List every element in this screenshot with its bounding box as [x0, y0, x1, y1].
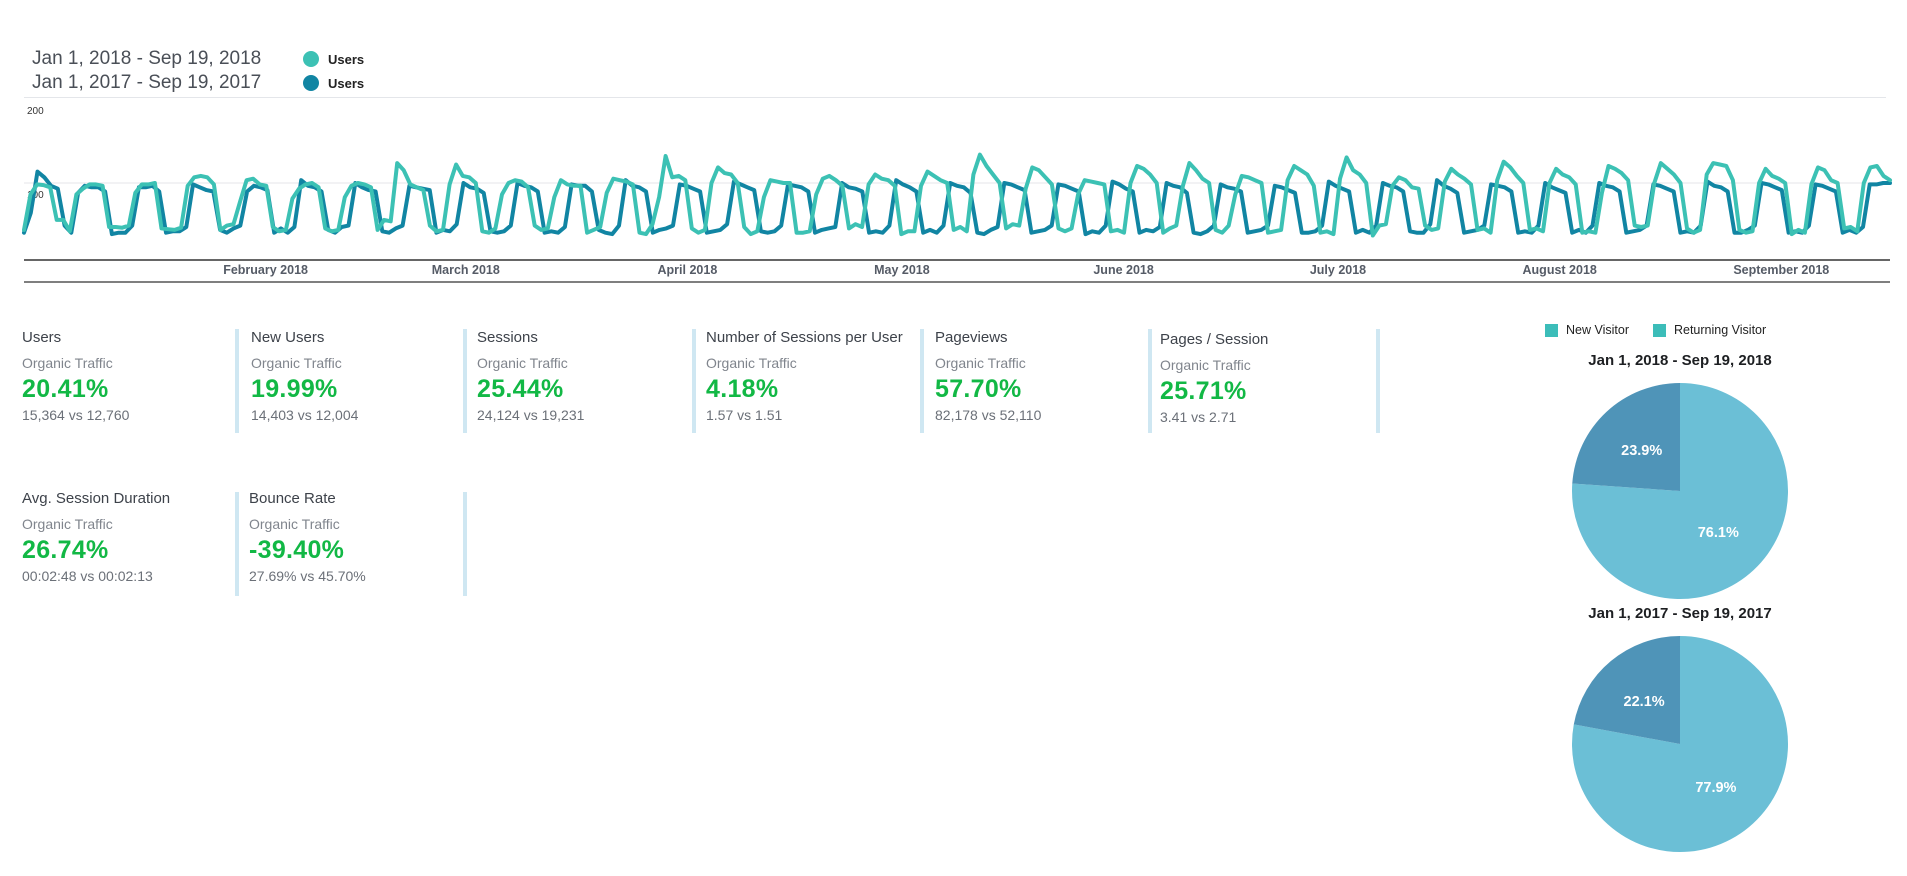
kpi-pageviews: Pageviews Organic Traffic 57.70% 82,178 … — [935, 329, 1159, 433]
kpi-divider — [1148, 329, 1152, 433]
kpi-subtitle: Organic Traffic — [477, 355, 568, 371]
kpi-comparison: 14,403 vs 12,004 — [251, 407, 359, 423]
kpi-title: Pageviews — [935, 329, 1008, 346]
legend-row-current: Jan 1, 2018 - Sep 19, 2018 Users — [32, 48, 364, 70]
pie-slice-label: 22.1% — [1624, 694, 1665, 710]
legend-series-previous: Users — [328, 75, 365, 91]
pie-slice-label: 76.1% — [1698, 525, 1739, 541]
x-tick-label: February 2018 — [223, 263, 308, 277]
pie-slice-new-visitor — [1572, 383, 1789, 599]
kpi-divider — [463, 329, 467, 433]
x-tick-label: March 2018 — [432, 263, 500, 277]
series-line-2018 — [22, 152, 1892, 238]
users-line-chart: 200 100 February 2018 March 2018 April 201… — [22, 106, 1892, 283]
kpi-divider — [1376, 329, 1380, 433]
legend-range-previous: Jan 1, 2017 - Sep 19, 2017 — [32, 72, 262, 93]
kpi-divider — [463, 492, 467, 596]
x-tick-label: July 2018 — [1310, 263, 1366, 277]
kpi-new-users: New Users Organic Traffic 19.99% 14,403 … — [251, 329, 475, 433]
x-tick-label: August 2018 — [1523, 263, 1597, 277]
kpi-title: Sessions — [477, 329, 538, 346]
x-tick-label: September 2018 — [1733, 263, 1829, 277]
kpi-percent: 4.18% — [706, 375, 779, 403]
kpi-avg-session-duration: Avg. Session Duration Organic Traffic 26… — [22, 490, 246, 594]
kpi-comparison: 27.69% vs 45.70% — [249, 568, 366, 584]
legend-dot-previous — [303, 75, 319, 91]
kpi-divider — [235, 329, 239, 433]
header-divider — [24, 97, 1886, 98]
kpi-bounce-rate: Bounce Rate Organic Traffic -39.40% 27.6… — [249, 490, 473, 594]
kpi-percent: 25.44% — [477, 375, 564, 403]
kpi-title: Number of Sessions per User — [706, 329, 903, 346]
kpi-divider — [235, 492, 239, 596]
kpi-comparison: 1.57 vs 1.51 — [706, 407, 783, 423]
kpi-percent: 19.99% — [251, 375, 338, 403]
kpi-comparison: 00:02:48 vs 00:02:13 — [22, 568, 153, 584]
kpi-users: Users Organic Traffic 20.41% 15,364 vs 1… — [22, 329, 246, 433]
kpi-percent: 20.41% — [22, 375, 109, 403]
kpi-title: Users — [22, 329, 62, 346]
kpi-subtitle: Organic Traffic — [935, 355, 1026, 371]
series-line-2017 — [22, 169, 1892, 237]
kpi-percent: 26.74% — [22, 536, 109, 564]
kpi-percent: -39.40% — [249, 536, 345, 564]
kpi-pages-per-session: Pages / Session Organic Traffic 25.71% 3… — [1160, 331, 1384, 435]
kpi-sessions-per-user: Number of Sessions per User Organic Traf… — [706, 329, 930, 433]
legend-series-current: Users — [328, 51, 365, 67]
pie-slice-label: 23.9% — [1621, 443, 1662, 459]
pie-slice-returning-visitor — [1572, 383, 1680, 491]
y-tick-200: 200 — [27, 106, 44, 117]
kpi-comparison: 15,364 vs 12,760 — [22, 407, 130, 423]
x-tick-label: May 2018 — [874, 263, 930, 277]
kpi-comparison: 3.41 vs 2.71 — [1160, 409, 1237, 425]
legend-label-new-visitor: New Visitor — [1566, 323, 1629, 337]
pie-slice-new-visitor — [1572, 636, 1789, 852]
pie-slice-returning-visitor — [1573, 636, 1680, 744]
legend-label-returning-visitor: Returning Visitor — [1673, 323, 1767, 337]
kpi-comparison: 24,124 vs 19,231 — [477, 407, 585, 423]
kpi-subtitle: Organic Traffic — [1160, 357, 1251, 373]
kpi-percent: 25.71% — [1160, 377, 1247, 405]
x-tick-label: April 2018 — [658, 263, 718, 277]
pie-legend: New Visitor Returning Visitor — [1545, 323, 1790, 337]
series-layer — [22, 152, 1892, 238]
kpi-subtitle: Organic Traffic — [706, 355, 797, 371]
pie-title-2018: Jan 1, 2018 - Sep 19, 2018 — [1588, 352, 1772, 369]
legend-row-previous: Jan 1, 2017 - Sep 19, 2017 Users — [32, 72, 364, 94]
pie-slice-label: 77.9% — [1695, 780, 1736, 796]
kpi-subtitle: Organic Traffic — [251, 355, 342, 371]
legend-swatch-new-visitor — [1545, 323, 1558, 337]
kpi-comparison: 82,178 vs 52,110 — [935, 407, 1042, 423]
x-tick-label: June 2018 — [1093, 263, 1154, 277]
kpi-sessions: Sessions Organic Traffic 25.44% 24,124 v… — [477, 329, 701, 433]
kpi-title: New Users — [251, 329, 325, 346]
kpi-subtitle: Organic Traffic — [22, 516, 113, 532]
pie-chart-2018: 76.1% 23.9% — [1572, 383, 1789, 599]
kpi-title: Bounce Rate — [249, 490, 336, 507]
kpi-subtitle: Organic Traffic — [249, 516, 340, 532]
kpi-divider — [920, 329, 924, 433]
kpi-divider — [692, 329, 696, 433]
pie-chart-2017: 77.9% 22.1% — [1572, 636, 1789, 852]
legend-swatch-returning-visitor — [1652, 323, 1666, 337]
kpi-title: Avg. Session Duration — [22, 490, 171, 507]
kpi-percent: 57.70% — [935, 375, 1022, 403]
kpi-title: Pages / Session — [1160, 331, 1269, 348]
x-tick-labels: February 2018 March 2018 April 2018 May 201… — [223, 263, 1829, 277]
pie-title-2017: Jan 1, 2017 - Sep 19, 2017 — [1588, 605, 1772, 622]
legend-dot-current — [303, 51, 319, 67]
kpi-subtitle: Organic Traffic — [22, 355, 113, 371]
legend-range-current: Jan 1, 2018 - Sep 19, 2018 — [32, 48, 262, 69]
